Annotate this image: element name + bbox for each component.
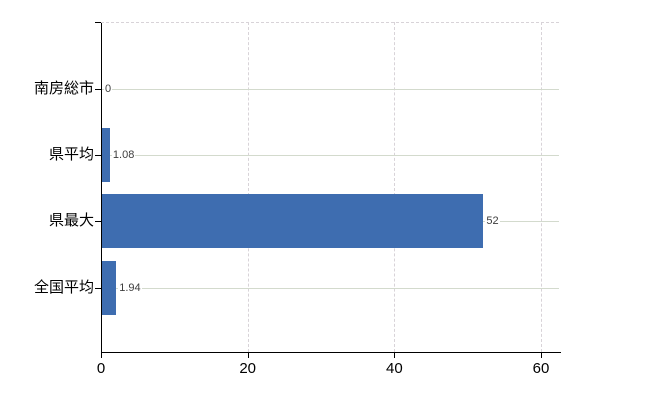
h-gridline [102,89,559,90]
y-axis-tick [95,287,101,289]
category-label: 南房総市 [33,80,94,97]
plot-top-border [101,22,559,23]
bar [102,194,484,249]
y-axis-tick [95,89,101,90]
h-gridline [102,287,559,289]
y-axis-tick [95,221,101,223]
x-axis-tick [247,352,249,358]
y-axis-end-tick [95,22,101,23]
value-label: 0 [104,81,113,97]
x-tick-label: 60 [532,360,550,377]
y-axis-line [101,22,102,353]
bar [102,128,110,183]
value-label: 1.94 [118,279,142,296]
x-axis-line [101,352,561,353]
category-label: 全国平均 [33,278,94,296]
x-axis-tick [101,352,102,358]
v-gridline [394,22,396,352]
x-tick-label: 40 [385,360,403,377]
y-axis-tick [95,155,101,157]
value-label: 52 [485,213,500,230]
h-gridline [102,155,559,157]
x-axis-tick [394,352,396,358]
x-tick-label: 20 [239,360,256,377]
value-label: 1.08 [111,147,136,164]
v-gridline [247,22,249,352]
x-tick-label: 0 [96,360,106,377]
x-axis-tick [541,352,542,358]
v-gridline [541,22,542,352]
category-label: 県平均 [48,146,94,164]
category-label: 県最大 [48,212,94,230]
bar [102,260,117,315]
